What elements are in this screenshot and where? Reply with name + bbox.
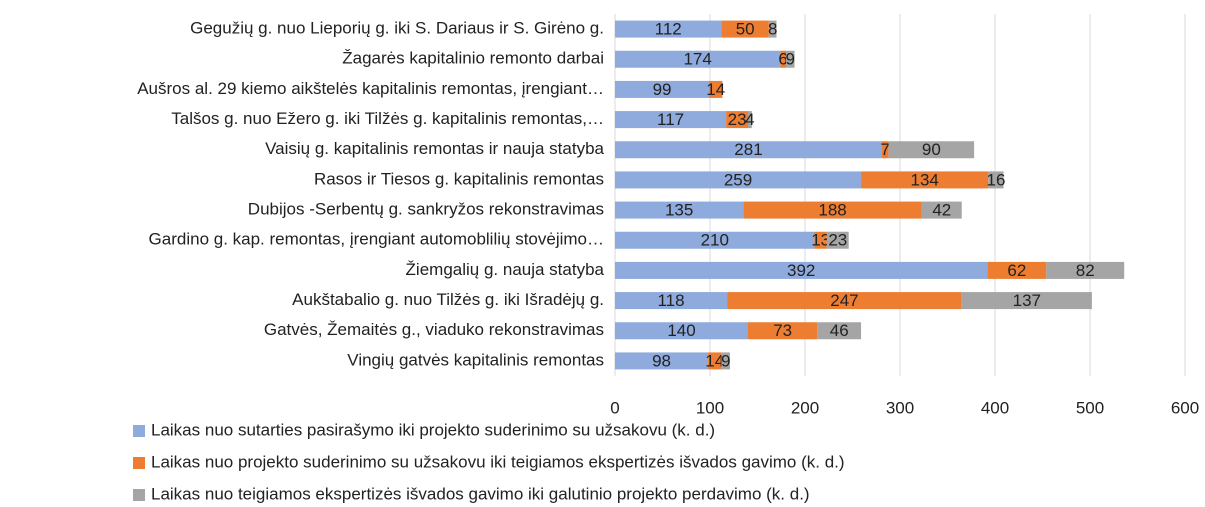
bar-segment xyxy=(826,231,849,249)
y-tick-label: Žiemgalių g. nauja statyba xyxy=(406,260,605,279)
y-tick-label: Gegužių g. nuo Lieporių g. iki S. Dariau… xyxy=(190,19,604,38)
bar-segment xyxy=(861,171,989,189)
data-label: 62 xyxy=(1007,261,1026,280)
bar-segment xyxy=(615,80,710,98)
x-tick-label: 400 xyxy=(981,398,1009,417)
bar-segment xyxy=(743,201,922,219)
bar-segment xyxy=(615,141,882,159)
y-tick-label: Gatvės, Žemaitės g., viaduko rekonstravi… xyxy=(264,320,604,339)
data-label: 188 xyxy=(818,201,846,220)
data-label: 210 xyxy=(701,231,729,250)
y-tick-label: Dubijos -Serbentų g. sankryžos rekonstra… xyxy=(248,200,604,219)
data-label: 392 xyxy=(787,261,815,280)
x-tick-label: 500 xyxy=(1076,398,1104,417)
bar-segment xyxy=(768,20,777,38)
data-label: 9 xyxy=(721,351,730,370)
data-label: 16 xyxy=(986,170,1005,189)
legend-label: Laikas nuo projekto suderinimo su užsako… xyxy=(151,452,845,471)
data-label: 259 xyxy=(724,170,752,189)
data-label: 99 xyxy=(653,80,672,99)
data-label: 281 xyxy=(734,140,762,159)
data-label: 50 xyxy=(736,20,755,39)
data-label: 14 xyxy=(706,80,725,99)
x-tick-label: 200 xyxy=(791,398,819,417)
bar-segment xyxy=(814,231,827,249)
data-label: 117 xyxy=(657,110,684,129)
x-tick-label: 600 xyxy=(1171,398,1199,417)
bar-segment xyxy=(709,80,723,98)
bar-segment xyxy=(727,292,962,310)
bar-segment xyxy=(615,171,862,189)
data-label: 174 xyxy=(683,50,711,69)
data-label: 247 xyxy=(830,291,858,310)
bar-segment xyxy=(748,111,752,129)
data-label: 7 xyxy=(881,140,890,159)
legend-label: Laikas nuo teigiamos ekspertizės išvados… xyxy=(151,484,810,503)
bar-segment xyxy=(748,322,818,340)
bar-segment xyxy=(615,231,815,249)
data-label: 8 xyxy=(768,20,777,39)
y-tick-label: Aušros al. 29 kiemo aikštelės kapitalini… xyxy=(137,79,604,98)
legend-label: Laikas nuo sutarties pasirašymo iki proj… xyxy=(151,420,715,439)
data-label: 134 xyxy=(911,170,939,189)
bar-segment xyxy=(1046,261,1125,279)
bar-segment xyxy=(786,50,795,68)
data-label: 118 xyxy=(657,291,684,310)
y-tick-label: Talšos g. nuo Ežero g. iki Tilžės g. kap… xyxy=(171,109,604,128)
x-tick-label: 0 xyxy=(610,398,619,417)
data-label: 82 xyxy=(1076,261,1095,280)
x-tick-label: 100 xyxy=(696,398,724,417)
bar-segment xyxy=(721,20,769,38)
data-label: 6 xyxy=(778,50,787,69)
bar-segment xyxy=(708,352,722,370)
bar-segment xyxy=(961,292,1092,310)
bar-segment xyxy=(615,292,728,310)
bar-segment xyxy=(888,141,975,159)
bar-segment xyxy=(881,141,889,159)
data-label: 90 xyxy=(922,140,941,159)
bar-segment xyxy=(721,352,730,370)
data-label: 112 xyxy=(655,20,682,39)
bar-segment xyxy=(988,171,1004,189)
bar-segment xyxy=(987,261,1047,279)
data-label: 23 xyxy=(728,110,747,129)
data-label: 23 xyxy=(828,231,847,250)
bar-segment xyxy=(780,50,786,68)
bar-segment xyxy=(615,20,722,38)
data-label: 9 xyxy=(786,50,795,69)
bar-segment xyxy=(817,322,862,340)
y-tick-label: Vaisių g. kapitalinis remontas ir nauja … xyxy=(265,139,604,158)
data-label: 98 xyxy=(652,351,671,370)
legend-swatch xyxy=(133,425,145,437)
y-tick-label: Rasos ir Tiesos g. kapitalinis remontas xyxy=(314,169,604,188)
data-label: 46 xyxy=(830,321,849,340)
data-label: 4 xyxy=(745,110,754,129)
data-label: 42 xyxy=(932,201,951,220)
data-label: 73 xyxy=(773,321,792,340)
bar-segment xyxy=(615,352,709,370)
x-tick-label: 300 xyxy=(886,398,914,417)
bar-segment xyxy=(615,201,744,219)
data-label: 14 xyxy=(705,351,724,370)
y-tick-label: Vingių gatvės kapitalinis remontas xyxy=(347,350,604,369)
data-label: 137 xyxy=(1013,291,1041,310)
y-tick-label: Aukštabalio g. nuo Tilžės g. iki Išradėj… xyxy=(292,290,604,309)
data-label: 140 xyxy=(667,321,695,340)
y-tick-label: Žagarės kapitalinio remonto darbai xyxy=(342,49,604,68)
legend-swatch xyxy=(133,489,145,501)
bar-segment xyxy=(615,322,748,340)
bar-segment xyxy=(921,201,962,219)
data-label: 13 xyxy=(811,231,830,250)
bar-segment xyxy=(726,111,748,129)
data-label: 135 xyxy=(665,201,693,220)
legend-swatch xyxy=(133,457,145,469)
y-tick-label: Gardino g. kap. remontas, įrengiant auto… xyxy=(149,230,604,249)
bar-segment xyxy=(615,261,988,279)
bar-segment xyxy=(615,111,727,129)
bar-segment xyxy=(615,50,781,68)
